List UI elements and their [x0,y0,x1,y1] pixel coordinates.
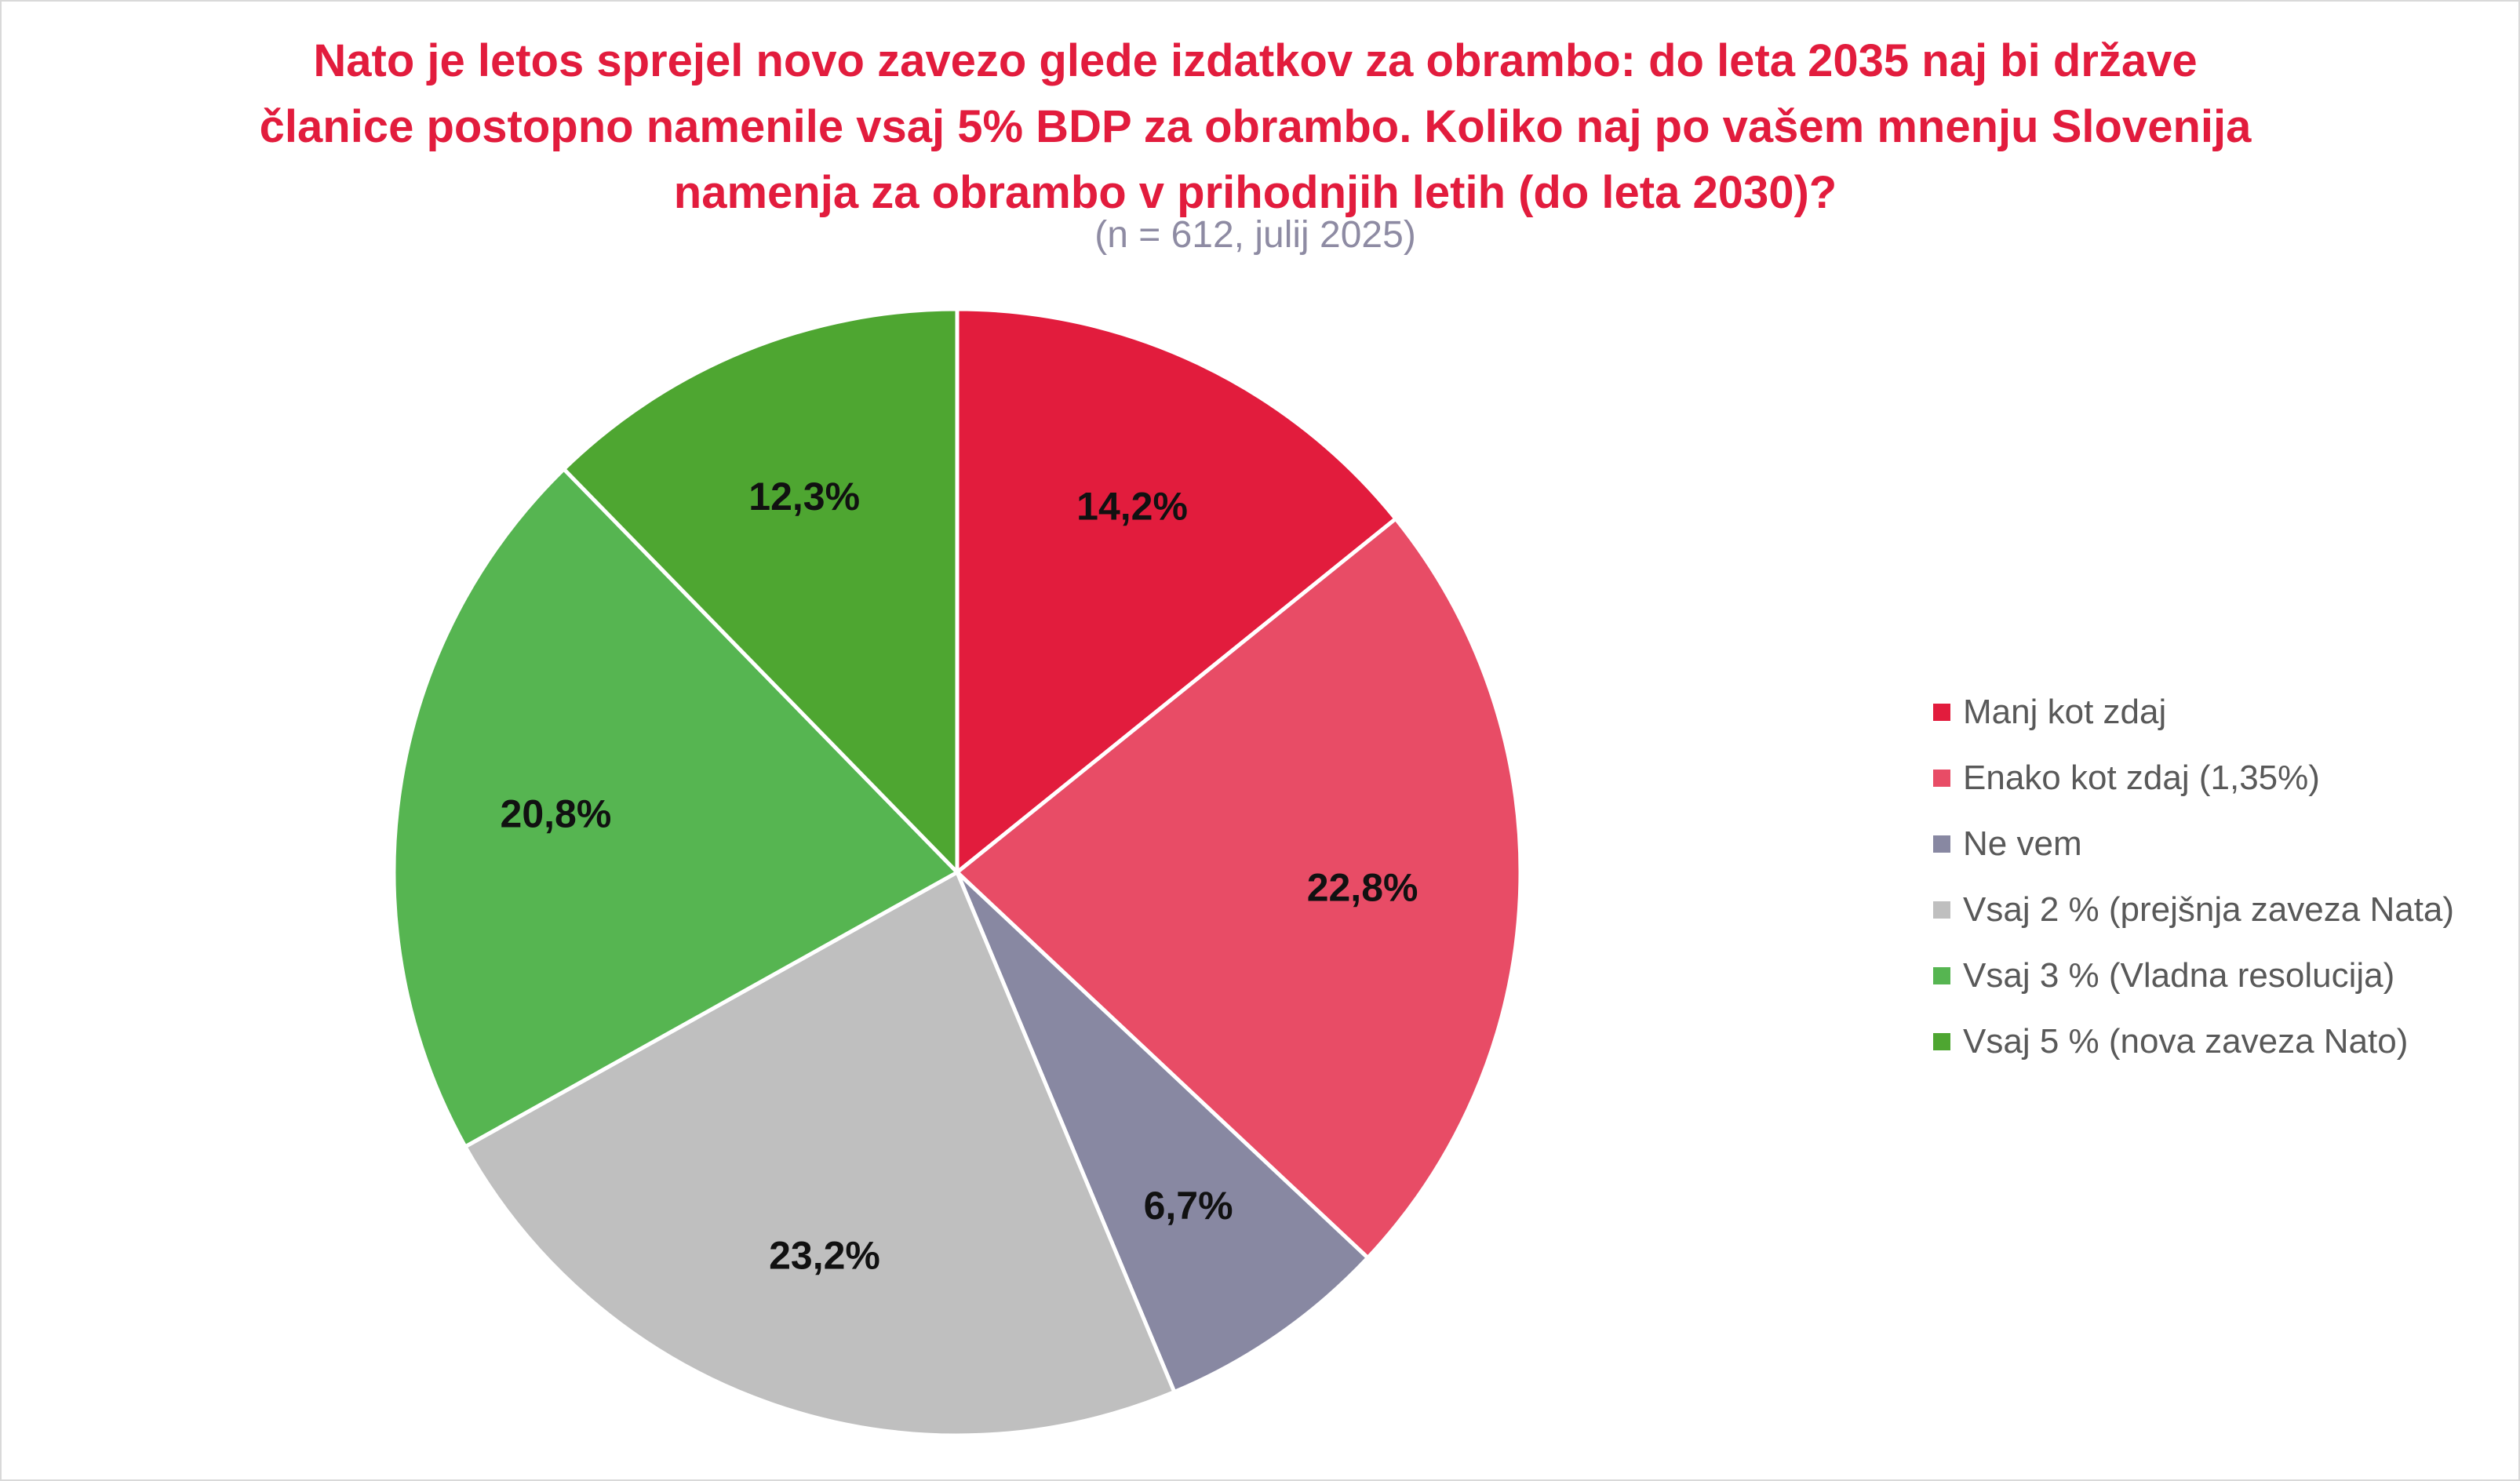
data-label-4: 23,2% [769,1234,880,1278]
legend-label: Vsaj 5 % (nova zaveza Nato) [1963,1022,2409,1061]
pie-slice-6 [562,307,960,875]
pie-slices [391,307,1523,1438]
legend: Manj kot zdaj Enako kot zdaj (1,35%) Ne ve… [1933,679,2454,1075]
legend-swatch [1933,901,1950,919]
legend-label: Ne vem [1963,824,2082,863]
legend-label: Vsaj 3 % (Vladna resolucija) [1963,956,2395,995]
data-label-3: 6,7% [1144,1184,1233,1228]
legend-swatch [1933,770,1950,787]
legend-item: Vsaj 5 % (nova zaveza Nato) [1933,1009,2454,1075]
legend-swatch [1933,704,1950,721]
legend-item: Manj kot zdaj [1933,679,2454,745]
data-label-1: 14,2% [1076,485,1188,529]
data-label-6: 12,3% [748,475,860,519]
pie-data-labels: 14,2% 22,8% 6,7% 23,2% 20,8% 12,3% [501,475,1418,1277]
pie-slice-3 [955,870,1370,1394]
legend-swatch [1933,967,1950,984]
legend-label: Manj kot zdaj [1963,693,2167,731]
legend-swatch [1933,1033,1950,1050]
legend-item: Vsaj 3 % (Vladna resolucija) [1933,943,2454,1009]
data-label-5: 20,8% [501,792,612,836]
pie-slice-2 [955,516,1523,1260]
pie-slice-5 [391,467,960,1149]
legend-item: Ne vem [1933,811,2454,877]
chart-subtitle: (n = 612, julij 2025) [1094,214,1416,256]
legend-label: Enako kot zdaj (1,35%) [1963,759,2320,797]
legend-item: Vsaj 2 % (prejšnja zaveza Nata) [1933,877,2454,943]
chart-title: Nato je letos sprejel novo zavezo glede … [259,35,2252,218]
legend-label: Vsaj 2 % (prejšnja zaveza Nata) [1963,890,2455,929]
pie-slice-1 [955,307,1398,875]
legend-item: Enako kot zdaj (1,35%) [1933,745,2454,811]
pie-slice-4 [463,870,1177,1438]
data-label-2: 22,8% [1307,865,1418,909]
legend-swatch [1933,835,1950,853]
